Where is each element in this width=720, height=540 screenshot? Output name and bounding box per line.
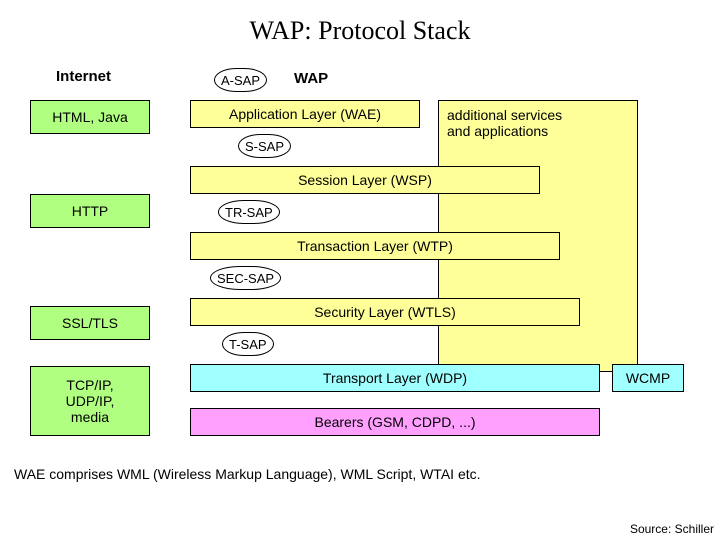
source-credit: Source: Schiller [630,522,714,536]
footer-note: WAE comprises WML (Wireless Markup Langu… [14,466,481,482]
wcmp-label: WCMP [626,370,670,386]
layer-wae: Application Layer (WAE) [190,100,420,128]
layer-wdp: Transport Layer (WDP) [190,364,600,392]
layer-wsp: Session Layer (WSP) [190,166,540,194]
sap-a: A-SAP [214,68,267,92]
page-title: WAP: Protocol Stack [0,0,720,46]
label-wap: WAP [294,70,328,87]
internet-box-ssl_tls: SSL/TLS [30,306,150,340]
internet-box-http: HTTP [30,194,150,228]
additional-services-text: additional services and applications [447,107,562,139]
layer-wtls: Security Layer (WTLS) [190,298,580,326]
layer-wtp: Transaction Layer (WTP) [190,232,560,260]
wcmp-box: WCMP [612,364,684,392]
sap-tr: TR-SAP [218,200,280,224]
diagram-stage: Internet WAP additional services and app… [0,62,720,492]
label-internet: Internet [56,68,111,85]
layer-bearers: Bearers (GSM, CDPD, ...) [190,408,600,436]
sap-sec: SEC-SAP [210,266,281,290]
sap-s: S-SAP [238,134,291,158]
internet-box-tcpip: TCP/IP, UDP/IP, media [30,366,150,436]
internet-box-html_java: HTML, Java [30,100,150,134]
sap-t: T-SAP [222,332,274,356]
